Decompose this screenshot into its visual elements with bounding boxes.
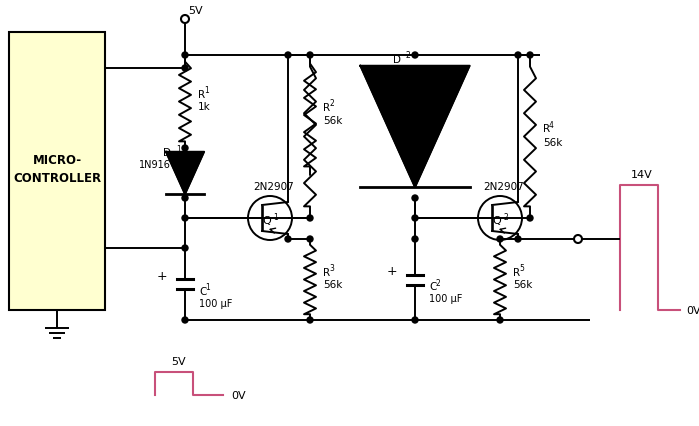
- Text: 1: 1: [273, 213, 278, 222]
- Circle shape: [182, 215, 188, 221]
- Text: D: D: [163, 148, 171, 158]
- Text: Q: Q: [493, 216, 501, 226]
- Circle shape: [307, 317, 313, 323]
- Text: 0V: 0V: [686, 306, 699, 316]
- Circle shape: [497, 317, 503, 323]
- Circle shape: [412, 195, 418, 201]
- Text: 2: 2: [329, 100, 333, 109]
- Circle shape: [412, 236, 418, 242]
- Text: 100 μF: 100 μF: [199, 299, 232, 309]
- Circle shape: [527, 215, 533, 221]
- Text: 1N916: 1N916: [139, 160, 171, 170]
- Text: R: R: [323, 268, 330, 277]
- Text: 1: 1: [204, 86, 209, 95]
- Text: 1: 1: [176, 144, 181, 153]
- Polygon shape: [360, 66, 470, 187]
- Polygon shape: [166, 152, 204, 194]
- Text: R: R: [198, 89, 205, 100]
- Text: 56k: 56k: [323, 280, 343, 291]
- Text: C: C: [429, 282, 436, 293]
- Circle shape: [412, 52, 418, 58]
- Text: 2: 2: [435, 279, 440, 288]
- Text: 2: 2: [406, 52, 411, 60]
- Text: CONTROLLER: CONTROLLER: [13, 173, 101, 185]
- Circle shape: [515, 52, 521, 58]
- Text: 2: 2: [503, 213, 507, 222]
- Circle shape: [307, 215, 313, 221]
- Text: +: +: [387, 265, 397, 278]
- Text: 1: 1: [205, 283, 210, 293]
- Circle shape: [182, 245, 188, 251]
- Text: 5: 5: [519, 264, 524, 273]
- Circle shape: [182, 195, 188, 201]
- Text: 0V: 0V: [231, 391, 245, 401]
- Text: C: C: [199, 287, 206, 297]
- Text: R: R: [513, 268, 520, 277]
- Text: R: R: [543, 124, 550, 135]
- Text: 2N2907: 2N2907: [484, 182, 524, 192]
- Text: 1k: 1k: [198, 103, 211, 112]
- Circle shape: [515, 236, 521, 242]
- Circle shape: [307, 52, 313, 58]
- Text: 5V: 5V: [188, 6, 203, 16]
- Text: 56k: 56k: [513, 280, 533, 291]
- Text: 56k: 56k: [323, 116, 343, 126]
- Circle shape: [412, 317, 418, 323]
- Circle shape: [285, 236, 291, 242]
- Text: D: D: [393, 55, 401, 65]
- Circle shape: [307, 236, 313, 242]
- Circle shape: [412, 215, 418, 221]
- Circle shape: [285, 52, 291, 58]
- Circle shape: [182, 145, 188, 151]
- Text: 4: 4: [549, 121, 554, 130]
- Bar: [9, 32, 105, 310]
- Circle shape: [182, 317, 188, 323]
- Circle shape: [497, 236, 503, 242]
- Text: 1N916: 1N916: [369, 67, 401, 77]
- Circle shape: [182, 65, 188, 71]
- Text: R: R: [323, 103, 330, 113]
- Text: 56k: 56k: [543, 138, 563, 147]
- Text: 100 μF: 100 μF: [429, 294, 462, 305]
- Text: 14V: 14V: [631, 170, 653, 180]
- Text: +: +: [157, 270, 167, 282]
- Circle shape: [182, 52, 188, 58]
- Text: 3: 3: [329, 264, 334, 273]
- Text: Q: Q: [263, 216, 271, 226]
- Text: 2N2907: 2N2907: [254, 182, 294, 192]
- Circle shape: [527, 52, 533, 58]
- Text: MICRO-: MICRO-: [32, 155, 82, 167]
- Text: 5V: 5V: [172, 357, 187, 367]
